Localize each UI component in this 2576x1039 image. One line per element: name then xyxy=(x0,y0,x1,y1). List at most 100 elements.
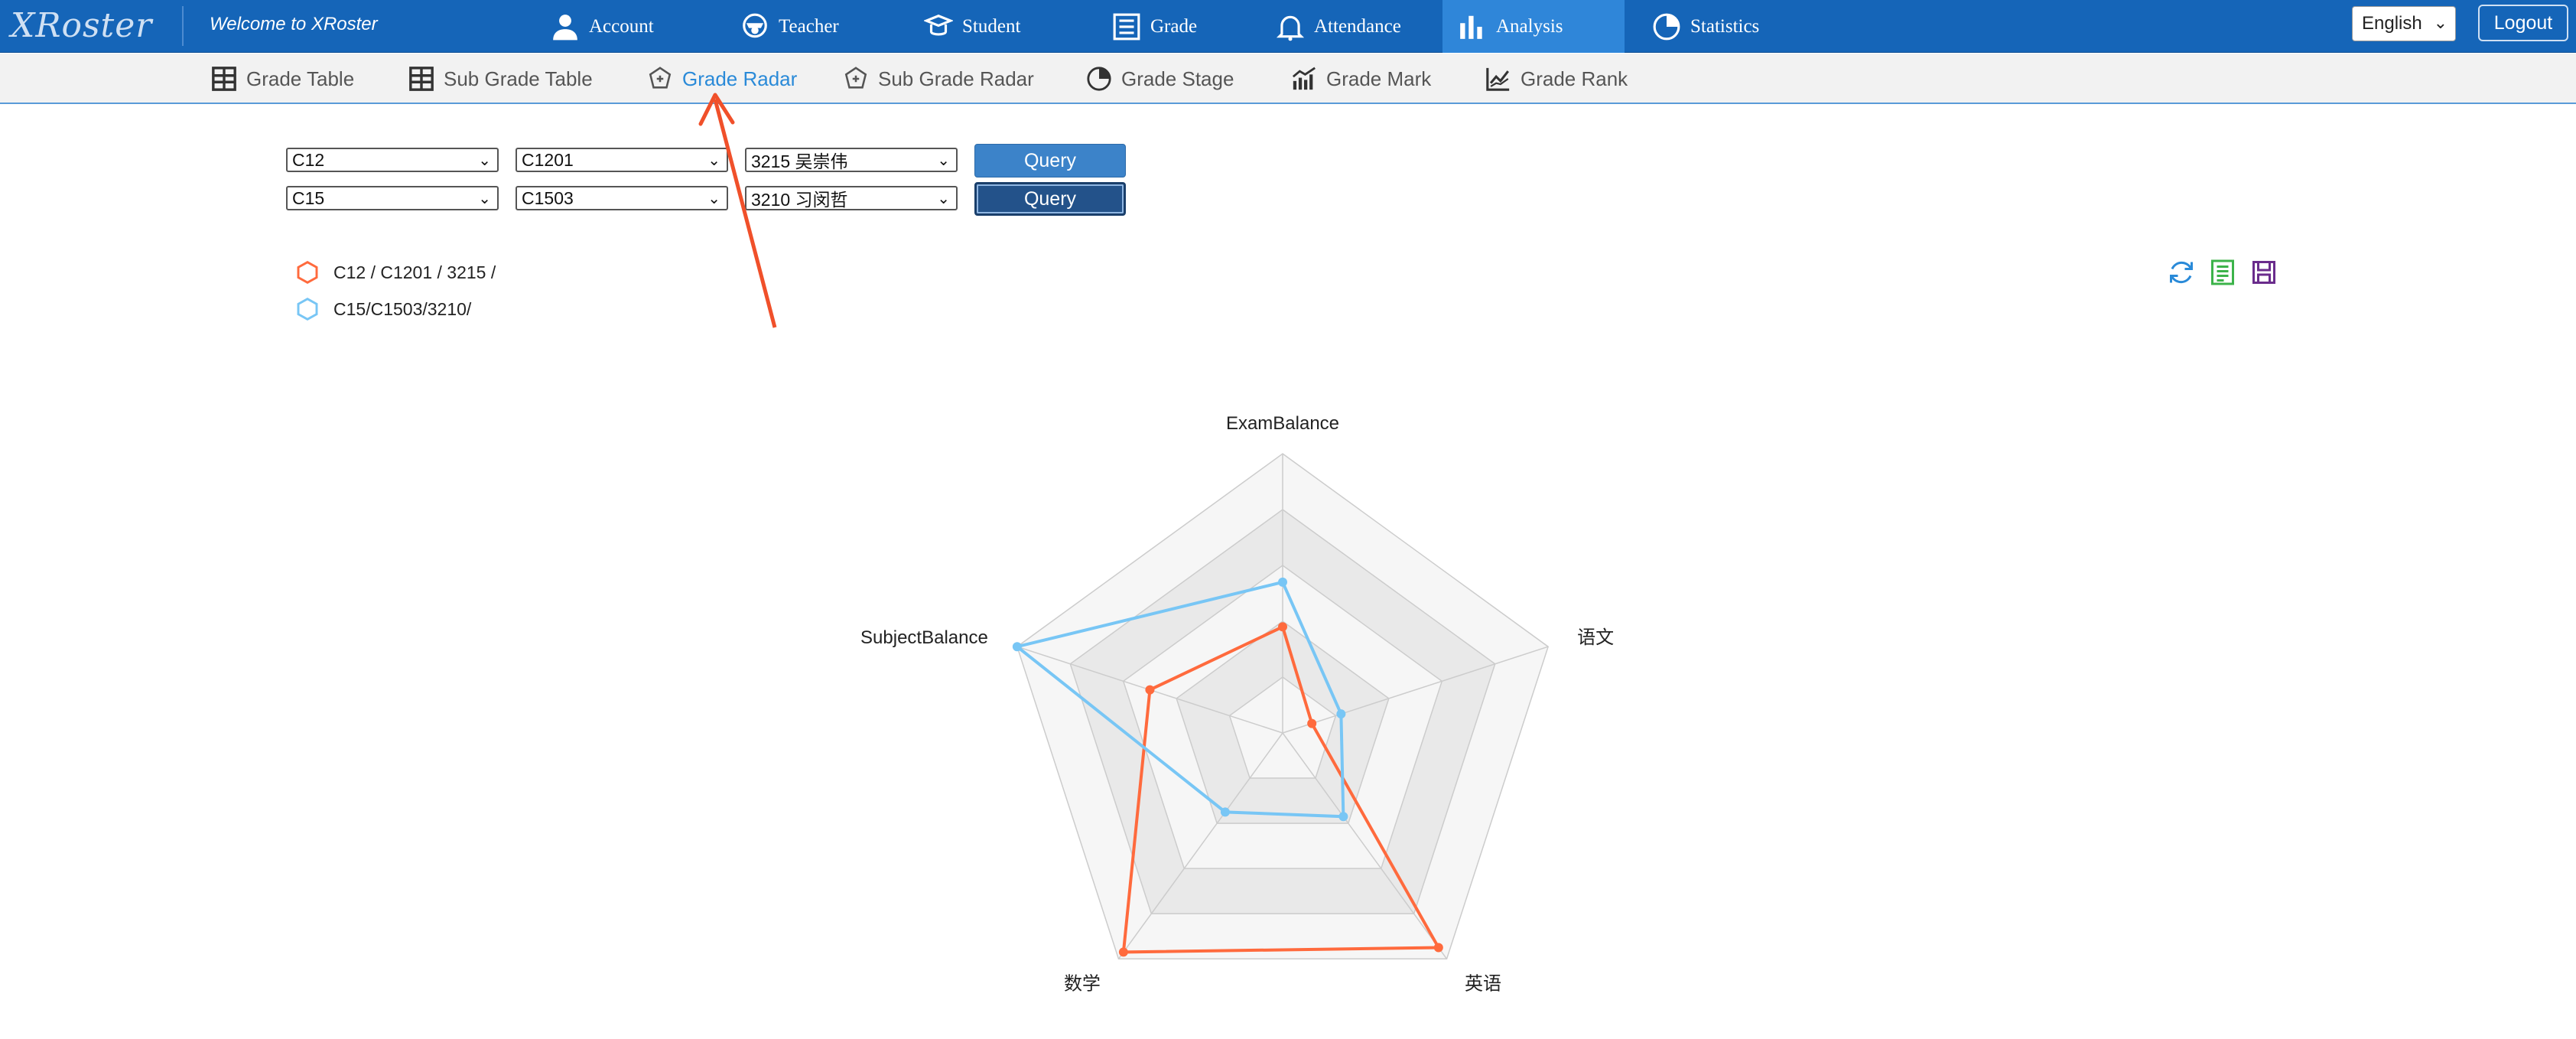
radar-data-point[interactable] xyxy=(1278,577,1287,587)
radar-data-point[interactable] xyxy=(1220,807,1230,817)
welcome-text: Welcome to XRoster xyxy=(210,14,378,34)
radar-data-point[interactable] xyxy=(1278,622,1287,632)
radar-grid-ring xyxy=(1122,565,1443,869)
nav-student[interactable]: Student xyxy=(909,0,1036,53)
nav-statistics-label: Statistics xyxy=(1690,15,1760,37)
chevron-down-icon: ⌄ xyxy=(707,191,720,207)
legend-item-series-2[interactable]: C15/C1503/3210/ xyxy=(295,297,471,321)
chevron-down-icon: ⌄ xyxy=(937,152,950,169)
radar-icon xyxy=(844,67,867,89)
analysis-subnav: Grade Table Sub Grade Table Grade Radar … xyxy=(0,54,2576,104)
radar-axis-line xyxy=(1016,646,1283,734)
subnav-grade-stage[interactable]: Grade Stage xyxy=(1086,54,1234,104)
query-button-2[interactable]: Query xyxy=(974,182,1126,216)
grade-select-1[interactable]: C12 ⌄ xyxy=(286,148,499,172)
subnav-grade-table[interactable]: Grade Table xyxy=(211,54,354,104)
data-view-icon[interactable] xyxy=(2209,259,2236,286)
chevron-down-icon: ⌄ xyxy=(2433,13,2448,32)
class-select-2[interactable]: C1503 ⌄ xyxy=(516,186,728,210)
class-select-2-value: C1503 xyxy=(522,187,574,208)
radar-data-point[interactable] xyxy=(1145,685,1155,695)
radar-data-point[interactable] xyxy=(1012,642,1022,652)
radar-grid-ring xyxy=(1176,620,1390,824)
hexagon-icon xyxy=(297,297,318,321)
nav-student-label: Student xyxy=(962,15,1021,37)
radar-data-point[interactable] xyxy=(1433,943,1443,953)
bell-icon xyxy=(1276,15,1305,41)
radar-indicator-label: 语文 xyxy=(1577,627,1614,648)
radar-axis-line xyxy=(1282,732,1448,959)
nav-statistics[interactable]: Statistics xyxy=(1637,0,1774,53)
teacher-icon xyxy=(743,13,767,37)
nav-account[interactable]: Account xyxy=(535,0,669,53)
radar-grid-ring xyxy=(1069,509,1496,914)
legend-item-series-1[interactable]: C12 / C1201 / 3215 / xyxy=(295,260,496,285)
radar-icon xyxy=(649,67,672,89)
subnav-sub-grade-table-label: Sub Grade Table xyxy=(444,67,593,90)
radar-series-line[interactable] xyxy=(1121,624,1442,954)
student-select-1[interactable]: 3215 吴崇伟 ⌄ xyxy=(745,148,958,172)
logout-button[interactable]: Logout xyxy=(2478,5,2568,41)
subnav-grade-radar-label: Grade Radar xyxy=(682,67,798,90)
student-select-2[interactable]: 3210 习闵哲 ⌄ xyxy=(745,186,958,210)
subnav-sub-grade-radar-label: Sub Grade Radar xyxy=(878,67,1034,90)
nav-grade[interactable]: Grade xyxy=(1097,0,1212,53)
subnav-grade-radar[interactable]: Grade Radar xyxy=(647,54,797,104)
top-navbar: XRoster Welcome to XRoster Account Teach… xyxy=(0,0,2576,53)
radar-indicator-label: 数学 xyxy=(1064,974,1101,995)
legend-label-series-2: C15/C1503/3210/ xyxy=(333,298,472,319)
chevron-down-icon: ⌄ xyxy=(707,152,720,169)
chevron-down-icon: ⌄ xyxy=(478,152,491,169)
bar-line-icon xyxy=(1292,67,1316,90)
grade-list-icon xyxy=(1113,13,1140,40)
subnav-grade-stage-label: Grade Stage xyxy=(1121,67,1234,90)
subnav-grade-table-label: Grade Table xyxy=(246,67,355,90)
save-image-icon[interactable] xyxy=(2250,259,2278,286)
subnav-grade-mark-label: Grade Mark xyxy=(1326,67,1432,90)
nav-analysis[interactable]: Analysis xyxy=(1442,0,1625,53)
class-select-1[interactable]: C1201 ⌄ xyxy=(516,148,728,172)
student-select-1-value: 3215 吴崇伟 xyxy=(751,151,848,171)
app-logo[interactable]: XRoster xyxy=(8,3,176,49)
subnav-grade-rank-label: Grade Rank xyxy=(1521,67,1628,90)
nav-attendance[interactable]: Attendance xyxy=(1260,0,1416,53)
radar-data-point[interactable] xyxy=(1336,709,1346,719)
nav-grade-label: Grade xyxy=(1150,15,1198,37)
radar-data-point[interactable] xyxy=(1307,718,1317,728)
subnav-grade-mark[interactable]: Grade Mark xyxy=(1291,54,1431,104)
table-icon xyxy=(409,67,434,91)
nav-teacher[interactable]: Teacher xyxy=(725,0,854,53)
language-select[interactable]: English ⌄ xyxy=(2352,6,2456,41)
radar-axis-line xyxy=(1282,646,1549,734)
chevron-down-icon: ⌄ xyxy=(937,191,950,207)
radar-series-line[interactable] xyxy=(1013,580,1345,819)
nav-divider xyxy=(182,6,184,46)
subnav-sub-grade-table[interactable]: Sub Grade Table xyxy=(408,54,593,104)
class-select-1-value: C1201 xyxy=(522,149,574,170)
student-select-2-value: 3210 习闵哲 xyxy=(751,190,848,210)
hexagon-icon xyxy=(297,260,318,285)
student-icon xyxy=(924,14,953,35)
pie-icon xyxy=(1087,67,1111,91)
subnav-sub-grade-radar[interactable]: Sub Grade Radar xyxy=(843,54,1034,104)
radar-data-point[interactable] xyxy=(1338,812,1348,822)
radar-grid-ring xyxy=(1228,676,1337,779)
line-chart-icon xyxy=(1486,67,1510,91)
radar-indicator-label: 英语 xyxy=(1465,974,1501,995)
nav-account-label: Account xyxy=(589,15,654,37)
radar-data-point[interactable] xyxy=(1118,947,1128,957)
subnav-grade-rank[interactable]: Grade Rank xyxy=(1485,54,1628,104)
radar-indicator-label: ExamBalance xyxy=(1226,413,1339,434)
query-button-1[interactable]: Query xyxy=(974,144,1126,178)
chevron-down-icon: ⌄ xyxy=(478,191,491,207)
grade-select-2-value: C15 xyxy=(292,187,325,208)
user-icon xyxy=(553,14,577,40)
radar-indicator-label: SubjectBalance xyxy=(860,627,988,648)
language-selected: English xyxy=(2362,13,2422,34)
nav-analysis-label: Analysis xyxy=(1496,15,1563,37)
pie-chart-icon xyxy=(1653,13,1680,40)
grade-select-2[interactable]: C15 ⌄ xyxy=(286,186,499,210)
refresh-icon[interactable] xyxy=(2168,259,2195,286)
nav-attendance-label: Attendance xyxy=(1314,15,1401,37)
chart-toolbox xyxy=(2168,259,2278,286)
